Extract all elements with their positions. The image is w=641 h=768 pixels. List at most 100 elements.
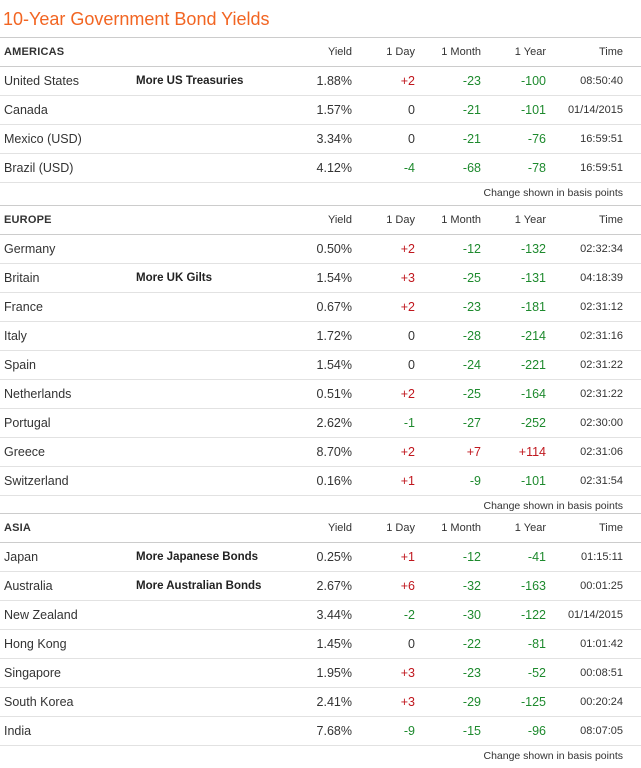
col-header-1month: 1 Month: [441, 46, 481, 58]
country-name: Australia: [4, 579, 53, 593]
change-1year: -81: [527, 637, 546, 651]
yield-value: 8.70%: [316, 445, 352, 459]
change-1day: 0: [408, 132, 415, 146]
yield-value: 1.45%: [316, 637, 352, 651]
table-row: Germany 0.50% +2 -12 -132 02:32:34: [0, 235, 641, 264]
country-name: India: [4, 724, 32, 738]
country-name: Brazil (USD): [4, 161, 74, 175]
time-value: 01:15:11: [580, 551, 623, 563]
yield-value: 1.72%: [316, 329, 352, 343]
change-1day: +3: [400, 271, 415, 285]
change-1day: 0: [408, 358, 415, 372]
yield-value: 1.54%: [316, 271, 352, 285]
change-1month: -23: [462, 300, 481, 314]
section-americas: AMERICAS Yield 1 Day 1 Month 1 Year Time Unite…: [0, 37, 641, 205]
yield-value: 4.12%: [316, 161, 352, 175]
change-1day: 0: [408, 103, 415, 117]
change-1year: -41: [527, 550, 546, 564]
country-name: Japan: [4, 550, 39, 564]
change-1day: +2: [400, 445, 415, 459]
country-name: Greece: [4, 445, 45, 459]
time-value: 02:32:34: [580, 243, 623, 255]
more-bonds-link[interactable]: More Australian Bonds: [136, 580, 262, 592]
more-bonds-link[interactable]: More UK Gilts: [136, 272, 213, 284]
change-1year: -76: [527, 132, 546, 146]
change-1year: -131: [520, 271, 546, 285]
table-row: Greece 8.70% +2 +7 +114 02:31:06: [0, 438, 641, 467]
more-bonds-link[interactable]: More Japanese Bonds: [136, 551, 259, 563]
table-row: Italy 1.72% 0 -28 -214 02:31:16: [0, 322, 641, 351]
table-row: Australia More Australian Bonds 2.67% +6 -32…: [0, 572, 641, 601]
country-name: Canada: [4, 103, 48, 117]
change-1year: -163: [520, 579, 546, 593]
change-1day: +2: [400, 74, 415, 88]
country-name: Portugal: [4, 416, 51, 430]
col-header-1year: 1 Year: [514, 46, 546, 58]
change-1year: -122: [520, 608, 546, 622]
yield-value: 1.88%: [316, 74, 352, 88]
more-bonds-link[interactable]: More US Treasuries: [136, 75, 244, 87]
table-row: New Zealand 3.44% -2 -30 -122 01/14/2015: [0, 601, 641, 630]
time-value: 16:59:51: [580, 133, 623, 145]
col-header-1year: 1 Year: [514, 522, 546, 534]
change-1month: -23: [462, 74, 481, 88]
country-name: Netherlands: [4, 387, 72, 401]
yield-value: 0.51%: [316, 387, 352, 401]
col-header-time: Time: [598, 214, 623, 226]
time-value: 02:31:54: [580, 475, 623, 487]
time-value: 08:50:40: [580, 75, 623, 87]
yield-value: 0.67%: [316, 300, 352, 314]
section-asia: ASIA Yield 1 Day 1 Month 1 Year Time Japan More…: [0, 513, 641, 768]
change-1year: -181: [520, 300, 546, 314]
country-name: Germany: [4, 242, 56, 256]
yield-value: 1.57%: [316, 103, 352, 117]
table-row: Netherlands 0.51% +2 -25 -164 02:31:22: [0, 380, 641, 409]
change-1day: -2: [403, 608, 415, 622]
change-1year: -252: [520, 416, 546, 430]
change-1year: -101: [520, 103, 546, 117]
table-row: Portugal 2.62% -1 -27 -252 02:30:00: [0, 409, 641, 438]
country-name: New Zealand: [4, 608, 78, 622]
basis-points-note: Change shown in basis points: [483, 187, 623, 199]
section-europe: EUROPE Yield 1 Day 1 Month 1 Year Time Germany…: [0, 205, 641, 518]
change-1day: 0: [408, 637, 415, 651]
country-name: Britain: [4, 271, 40, 285]
country-name: Hong Kong: [4, 637, 67, 651]
yield-value: 2.67%: [316, 579, 352, 593]
change-1year: -221: [520, 358, 546, 372]
yield-value: 7.68%: [316, 724, 352, 738]
col-header-1day: 1 Day: [386, 46, 415, 58]
time-value: 02:31:16: [580, 330, 623, 342]
time-value: 00:08:51: [580, 667, 623, 679]
col-header-yield: Yield: [327, 522, 352, 534]
change-1month: -25: [462, 271, 481, 285]
yield-value: 0.50%: [316, 242, 352, 256]
country-name: Mexico (USD): [4, 132, 82, 146]
change-1year: -214: [520, 329, 546, 343]
table-row: Hong Kong 1.45% 0 -22 -81 01:01:42: [0, 630, 641, 659]
table-row: Singapore 1.95% +3 -23 -52 00:08:51: [0, 659, 641, 688]
change-1month: -68: [462, 161, 481, 175]
change-1month: -24: [462, 358, 481, 372]
change-1day: +3: [400, 666, 415, 680]
change-1day: +2: [400, 387, 415, 401]
page-title: 10-Year Government Bond Yields: [3, 9, 270, 29]
change-1day: -1: [403, 416, 415, 430]
time-value: 02:31:06: [580, 446, 623, 458]
basis-points-note: Change shown in basis points: [483, 750, 623, 762]
time-value: 08:07:05: [580, 725, 623, 737]
table-row: Japan More Japanese Bonds 0.25% +1 -12 -41 01:…: [0, 543, 641, 572]
table-row: Brazil (USD) 4.12% -4 -68 -78 16:59:51: [0, 154, 641, 183]
time-value: 02:31:12: [580, 301, 623, 313]
col-header-yield: Yield: [327, 46, 352, 58]
yield-value: 0.16%: [316, 474, 352, 488]
change-1day: +3: [400, 695, 415, 709]
table-row: Britain More UK Gilts 1.54% +3 -25 -131 04:18:…: [0, 264, 641, 293]
change-1day: +1: [400, 550, 415, 564]
country-name: South Korea: [4, 695, 74, 709]
time-value: 01/14/2015: [567, 609, 623, 621]
table-row: Spain 1.54% 0 -24 -221 02:31:22: [0, 351, 641, 380]
section-header: AMERICAS Yield 1 Day 1 Month 1 Year Time: [0, 37, 641, 67]
table-row: Switzerland 0.16% +1 -9 -101 02:31:54: [0, 467, 641, 496]
basis-points-note: Change shown in basis points: [483, 500, 623, 512]
